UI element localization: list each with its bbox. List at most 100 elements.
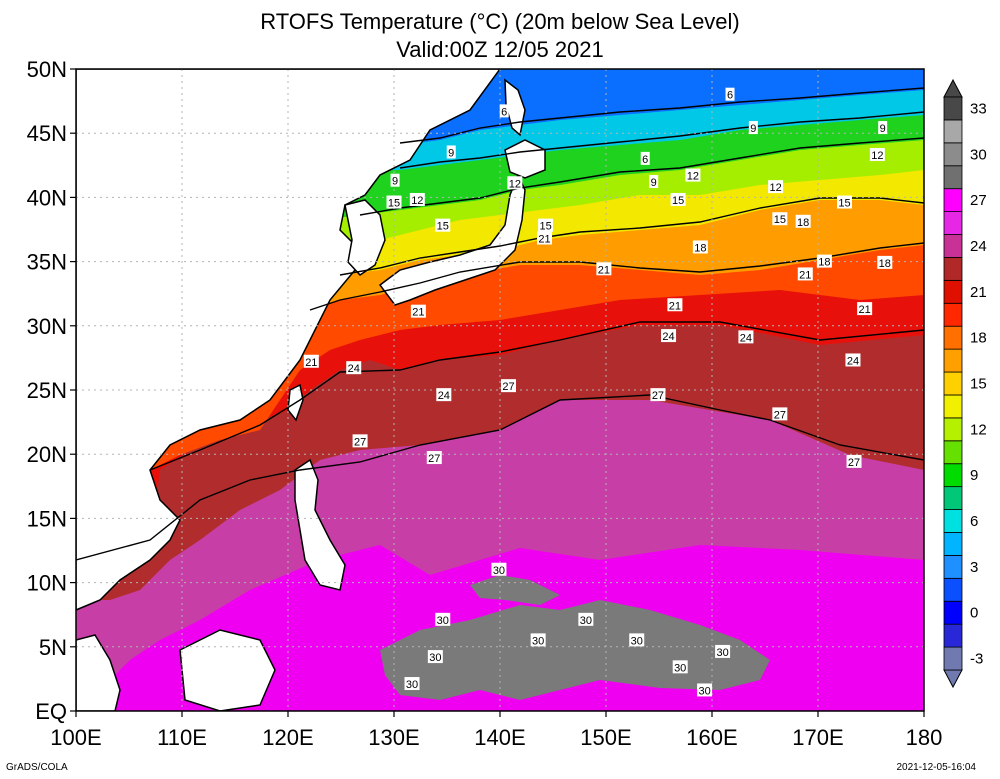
contour-label-bg [410,304,426,318]
land-malay [76,634,121,711]
land-philippines [294,458,346,591]
lat-tick-label: 50N [27,57,67,82]
contour-label-bg [877,255,893,269]
contour-label-text: 24 [438,390,450,402]
contour-label-text: 27 [652,390,664,402]
contour-label-bg [352,434,368,448]
contour-label: 6 [725,87,735,102]
contour-label-text: 21 [305,357,317,369]
contour-label-bg [507,176,523,190]
contour-label-bg [629,633,645,647]
colorbar-label: 18 [970,330,987,347]
colorbar-swatch [943,486,963,510]
contour-label-text: 24 [740,332,752,344]
colorbar-swatch [943,165,963,190]
contour-label: 24 [738,330,754,344]
contour-label-text: 30 [532,635,544,647]
colorbar-label: 15 [970,376,987,393]
lat-tick-label: 45N [27,121,67,146]
contour-label: 15 [670,192,686,207]
lat-tick-label: 5N [39,635,67,660]
lat-tick-label: 35N [27,250,67,275]
contour-label-bg [649,174,659,188]
contour-label: 27 [846,454,862,469]
colorbar-swatch [943,119,963,144]
contour-label-text: 24 [348,363,360,375]
lon-tick-label: 110E [157,725,207,750]
contour-label-bg [435,612,451,626]
contour-label-bg [446,145,456,159]
contour-label-bg [346,361,362,375]
contour-label-bg [491,562,507,576]
contour-label-bg [661,329,677,343]
land-japan [378,173,526,306]
contour-label-text: 15 [774,214,786,226]
contour-label: 18 [795,214,811,229]
contour-label-bg [640,151,650,165]
contour-label-text: 21 [598,264,610,276]
lon-axis: 100E 110E 120E 130E 140E 150E 160E 170E 180 [50,711,942,750]
contour-label-text: 24 [662,331,674,343]
colorbar-label: 12 [970,421,987,438]
contour-label-bg [404,677,420,691]
contour-label: 27 [500,379,516,393]
contour-label-bg [650,388,666,402]
colorbar-swatch [943,211,963,235]
contour-label: 24 [346,361,362,375]
contour-label: 30 [530,633,546,647]
contour-label-bg [845,353,861,367]
contour-label: 24 [661,329,677,343]
colorbar-swatch [943,509,963,533]
colorbar-swatch [943,577,963,602]
contour-label-text: 9 [392,176,398,188]
footer-credit: GrADS/COLA [6,762,68,773]
colorbar-swatch [943,371,963,396]
lon-tick-label: 160E [686,725,737,750]
contour-label-bg [857,302,873,316]
lat-tick-label: 25N [27,378,67,403]
contour-label: 12 [869,148,885,162]
contour-label-text: 24 [847,355,859,367]
colorbar-max-arrow [943,78,963,98]
contour-label-text: 18 [818,257,830,269]
contour-label: 21 [797,267,813,281]
colorbar-swatch [943,279,963,304]
contour-label-bg [672,660,688,674]
map-title: RTOFS Temperature (°C) (20m below Sea Le… [260,9,740,34]
contour-label: 30 [435,612,451,627]
map-valid-time: Valid:00Z 12/05 2021 [396,37,604,62]
colorbar: -3 0 3 6 9 12 15 18 21 24 27 30 33 [943,78,987,689]
contour-label-bg [768,180,784,194]
contour-label: 9 [748,121,758,135]
contour-label-text: 21 [859,304,871,316]
colorbar-swatch [943,188,963,212]
contour-label-bg [409,192,425,206]
contour-label: 30 [427,650,443,664]
contour-label-bg [435,218,451,232]
contour-label-text: 21 [799,269,811,281]
land-korea [344,199,386,276]
contour-label: 9 [446,145,456,159]
contour-label: 30 [404,677,420,691]
contour-label: 15 [538,218,554,233]
contour-label-text: 18 [797,217,809,229]
contour-label-bg [667,298,683,312]
contour-label-bg [670,192,686,206]
contour-label: 12 [507,176,523,190]
contour-label-bg [537,231,553,245]
hot-pool-patch [380,600,770,700]
contour-label-bg [795,214,811,228]
contour-label-bg [748,121,758,135]
contour-label-bg [692,240,708,254]
contour-label: 12 [685,168,701,183]
colorbar-swatch [943,417,963,442]
contour-label-text: 6 [727,90,733,102]
contour-label-bg [303,354,319,368]
contour-label-bg [772,212,788,226]
contour-label-text: 12 [411,195,423,207]
colorbar-label: -3 [970,651,983,668]
contour-label-text: 27 [848,457,860,469]
contour-label-bg [436,388,452,402]
